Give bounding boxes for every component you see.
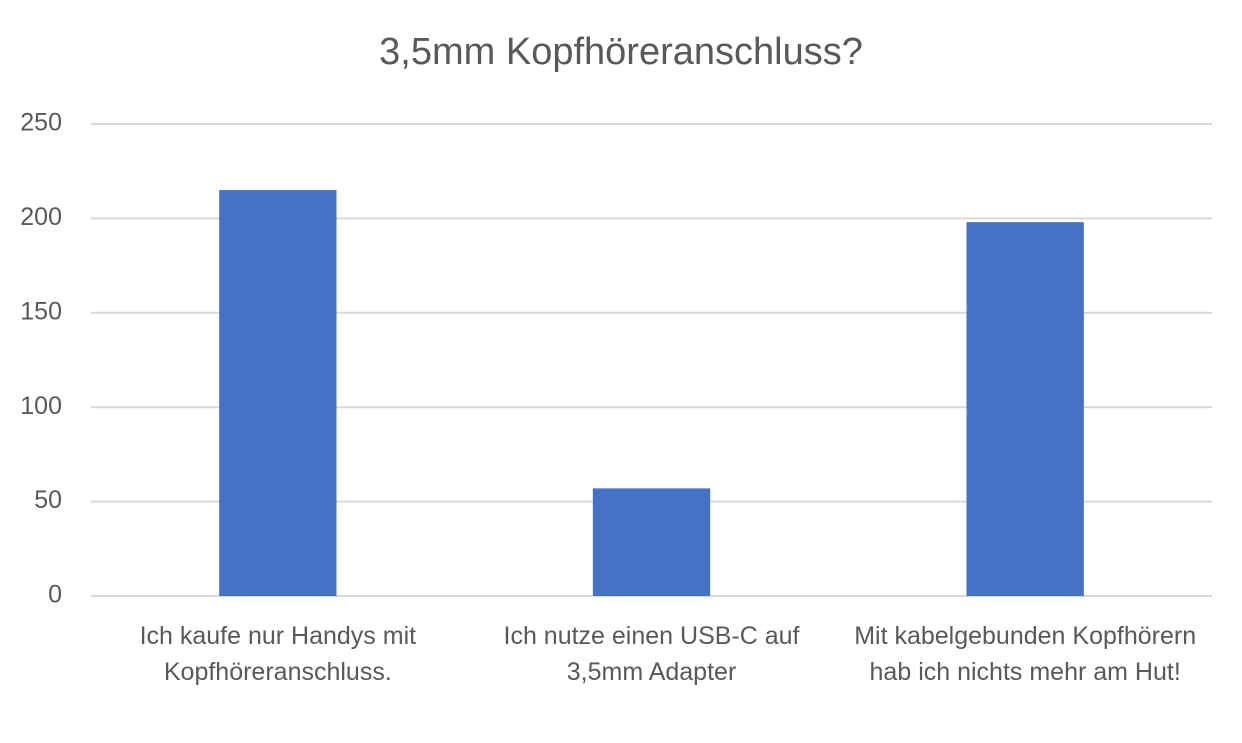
x-tick-label: Ich kaufe nur Handys mit Kopfhöreranschl… bbox=[139, 622, 417, 686]
bar bbox=[219, 190, 337, 596]
y-tick-label: 100 bbox=[20, 392, 62, 420]
bar bbox=[966, 222, 1084, 596]
y-tick-label: 0 bbox=[48, 581, 62, 609]
bar bbox=[592, 488, 711, 596]
x-tick-label: Ich nutze einen USB-C auf 3,5mm Adapter bbox=[503, 622, 800, 686]
y-tick-label: 250 bbox=[20, 109, 62, 137]
x-tick-label: Mit kabelgebunden Kopfhörern hab ich nic… bbox=[854, 622, 1197, 686]
chart-title: 3,5mm Kopfhöreranschluss? bbox=[379, 31, 863, 73]
y-tick-label: 50 bbox=[34, 486, 62, 514]
y-tick-label: 150 bbox=[20, 297, 62, 325]
y-tick-label: 200 bbox=[20, 203, 62, 231]
